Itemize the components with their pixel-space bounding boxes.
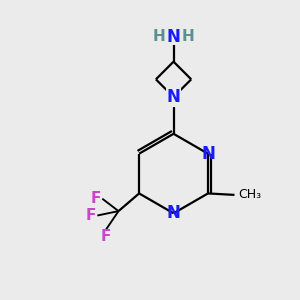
Text: N: N xyxy=(167,88,181,106)
Text: N: N xyxy=(202,145,215,163)
Text: N: N xyxy=(167,28,181,46)
Text: H: H xyxy=(153,29,166,44)
Text: F: F xyxy=(101,229,111,244)
Text: F: F xyxy=(91,191,101,206)
Text: H: H xyxy=(181,29,194,44)
Text: N: N xyxy=(167,204,181,222)
Text: F: F xyxy=(86,208,96,223)
Text: CH₃: CH₃ xyxy=(238,188,261,201)
